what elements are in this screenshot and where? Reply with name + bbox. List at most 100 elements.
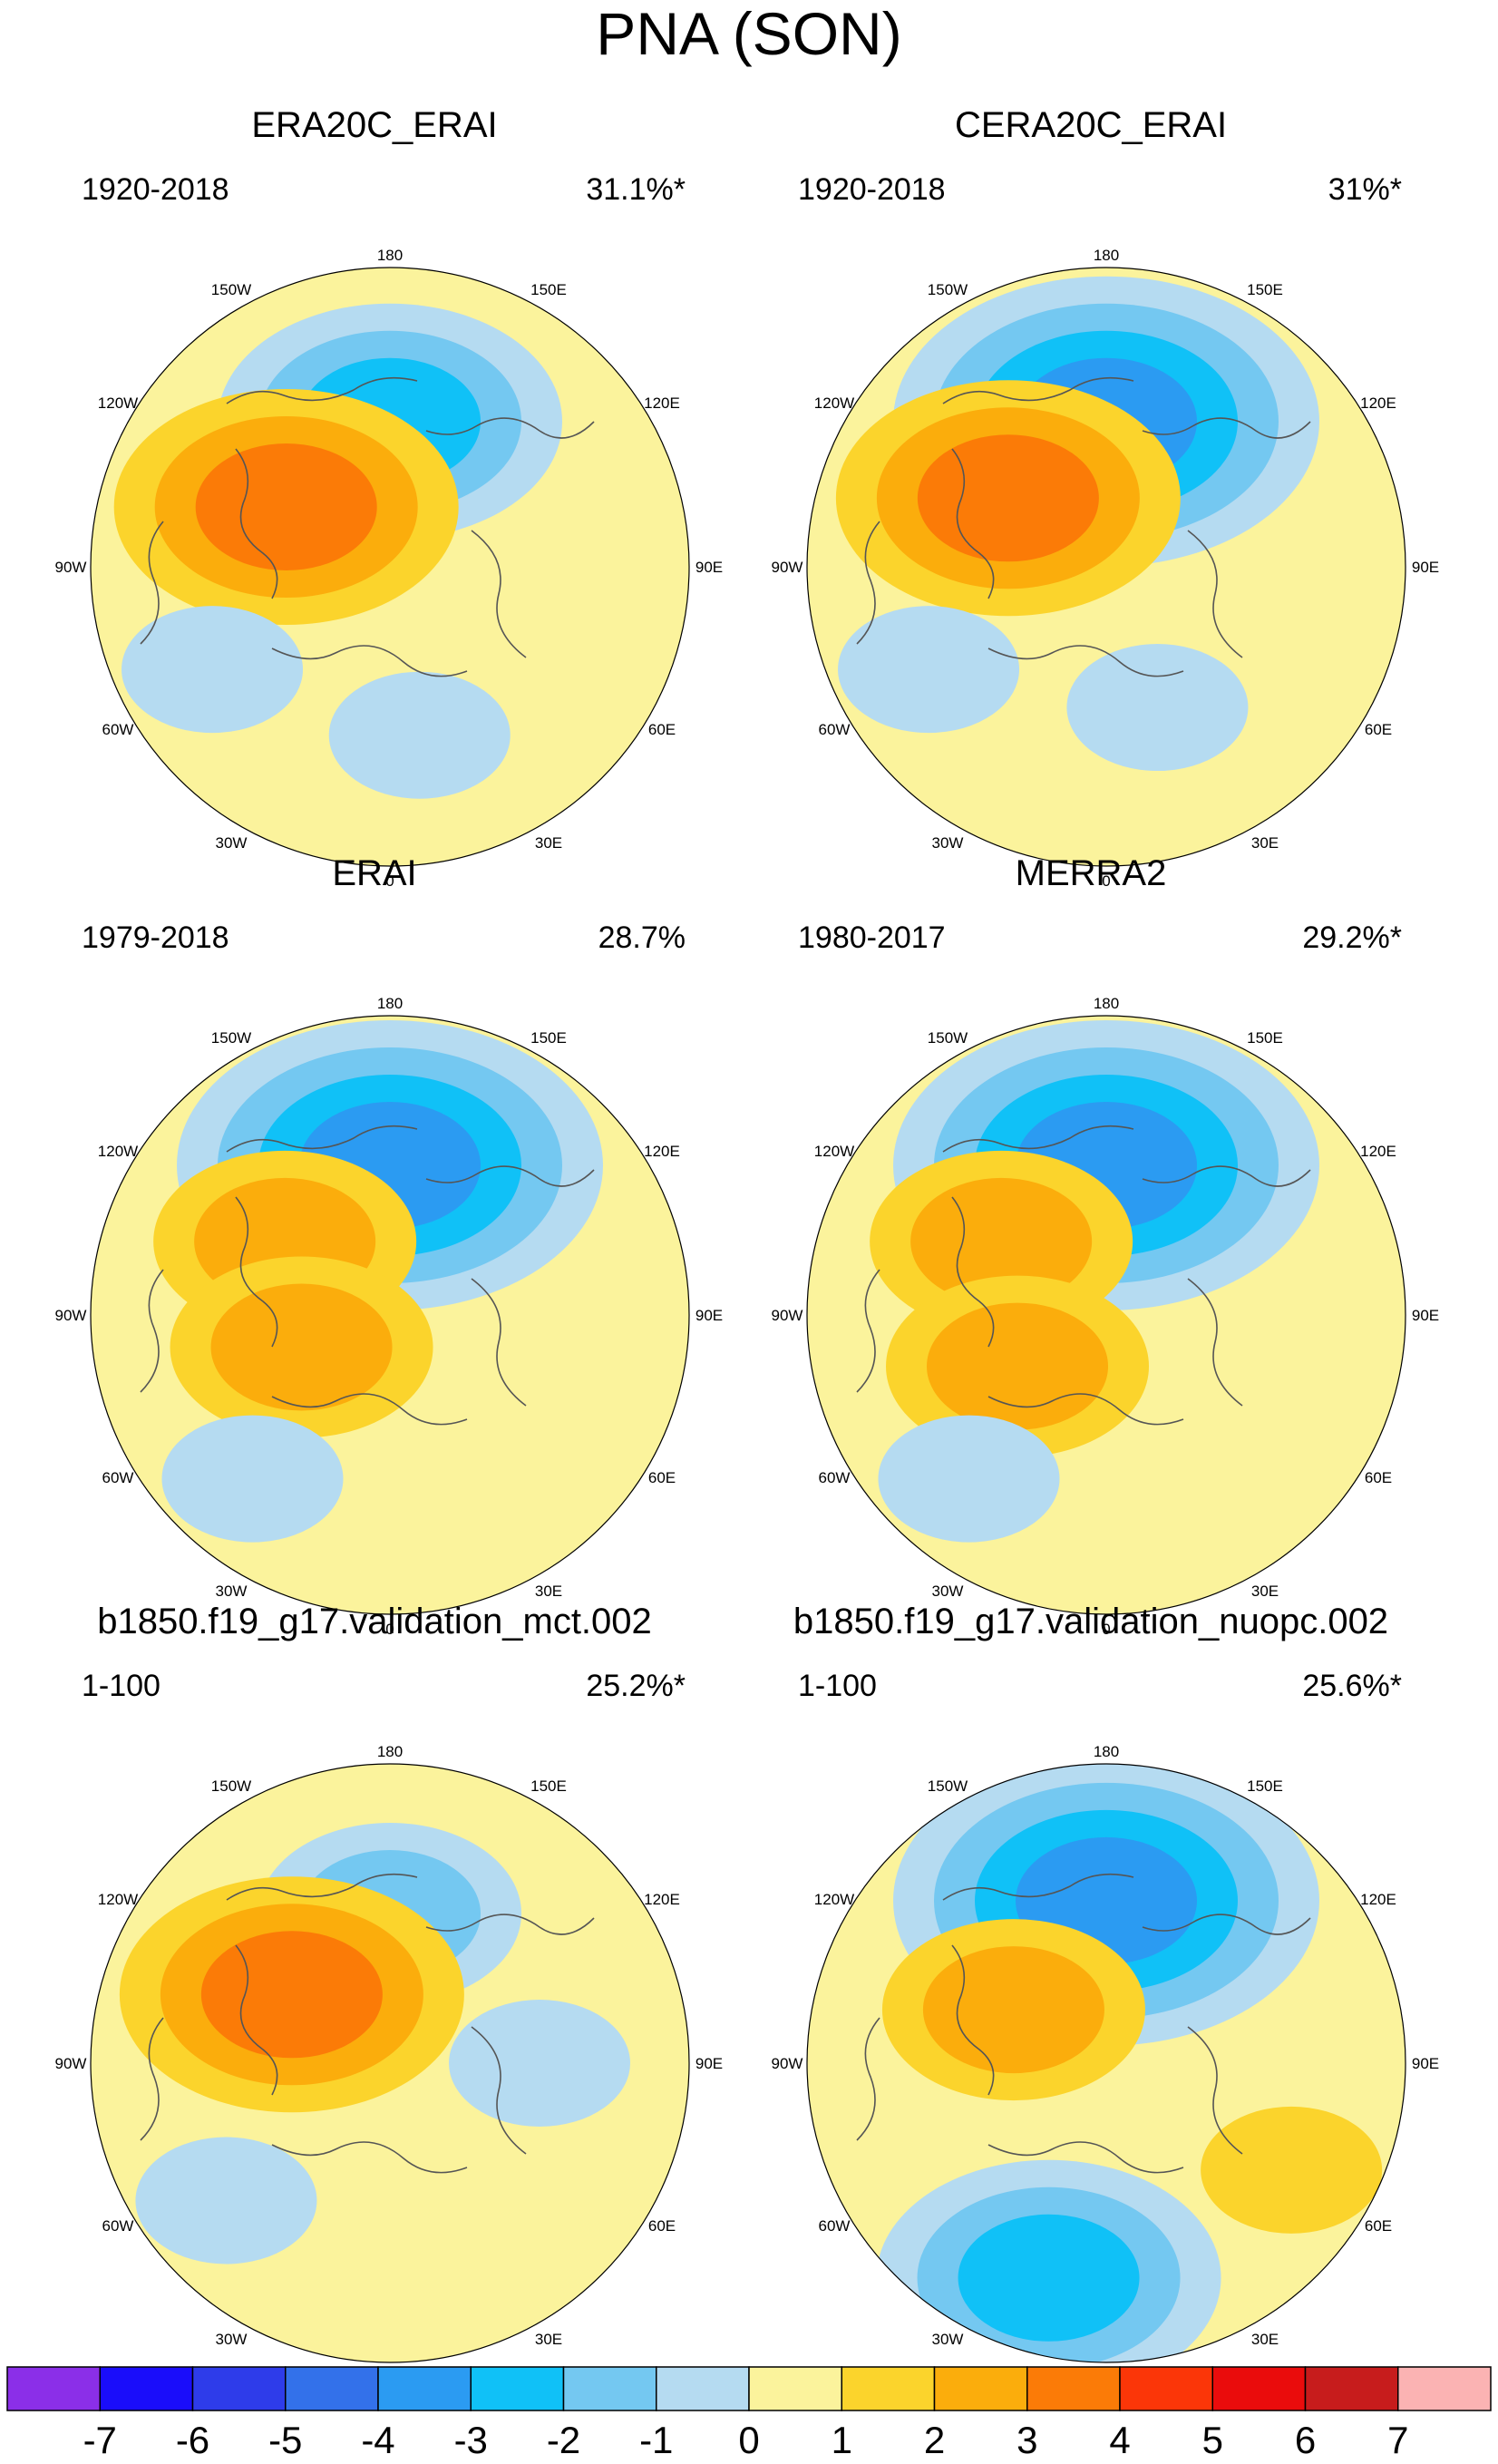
coastline [856, 1269, 880, 1393]
lon-label: 150W [211, 1777, 251, 1795]
panel-title: MERRA2 [1015, 853, 1167, 893]
coastline [942, 1125, 1134, 1153]
coastline [471, 2026, 527, 2155]
colorbar-tick-label: 4 [1109, 2419, 1130, 2461]
lon-label: 120W [98, 1891, 138, 1908]
lon-label: 180 [377, 247, 403, 264]
anomaly-contour [328, 671, 511, 799]
lon-label: 90E [696, 559, 723, 576]
coastline [1142, 417, 1311, 439]
coastline [140, 521, 164, 645]
colorbar-tick-label: -1 [639, 2419, 673, 2461]
anomaly-contour [922, 1946, 1104, 2074]
panel-variance: 31%* [1328, 172, 1402, 207]
panel-period: 1980-2017 [798, 920, 946, 955]
panel-title: b1850.f19_g17.validation_mct.002 [97, 1602, 652, 1641]
colorbar-swatch [748, 2366, 842, 2411]
lon-label: 180 [1094, 247, 1119, 264]
coastline [226, 1125, 418, 1153]
lon-label: 90W [55, 1307, 87, 1324]
coastline [271, 645, 468, 677]
panel-title: CERA20C_ERAI [954, 105, 1228, 145]
lon-label: 90W [772, 559, 803, 576]
lon-label: 60W [819, 721, 851, 738]
panel-variance: 25.2%* [586, 1669, 686, 1703]
colorbar-tick-label: 6 [1295, 2419, 1316, 2461]
lon-label: 30W [216, 1583, 248, 1600]
lon-label: 90E [1412, 1307, 1439, 1324]
coastline [271, 2141, 468, 2174]
lon-label: 90E [1412, 2055, 1439, 2072]
lon-label: 60W [102, 721, 134, 738]
coastline [856, 2017, 880, 2141]
colorbar-swatch [841, 2366, 936, 2411]
anomaly-layer [876, 1764, 1383, 2362]
colorbar-swatch [191, 2366, 287, 2411]
colorbar-tick-label: 5 [1202, 2419, 1223, 2461]
colorbar-swatch [1119, 2366, 1213, 2411]
lon-label: 120W [814, 1143, 854, 1160]
lon-label: 30E [1251, 834, 1279, 852]
colorbar-tick-label: 2 [924, 2419, 945, 2461]
coastline [425, 1165, 595, 1187]
lon-label: 120E [644, 1891, 680, 1908]
lon-label: 120E [1360, 394, 1396, 412]
map-border [806, 267, 1406, 867]
panel-period: 1920-2018 [82, 172, 229, 207]
panel-variance: 31.1%* [586, 172, 686, 207]
lon-label: 150E [530, 281, 567, 298]
lon-label: 150W [928, 1029, 968, 1047]
coastline [235, 1944, 278, 2096]
lon-label: 90E [696, 1307, 723, 1324]
lon-label: 30E [535, 834, 562, 852]
coastline [140, 2017, 164, 2141]
colorbar-tick-label: 7 [1387, 2419, 1408, 2461]
lon-label: 30W [932, 834, 964, 852]
coastline [471, 530, 527, 658]
map-border [90, 267, 690, 867]
lon-label: 180 [377, 1743, 403, 1760]
coastline [951, 1944, 995, 2096]
lon-label: 150E [1247, 1029, 1283, 1047]
coastlines [856, 376, 1311, 677]
coastlines [856, 1873, 1311, 2174]
lon-label: 120E [644, 1143, 680, 1160]
coastlines [140, 376, 595, 677]
lon-label: 150W [211, 281, 251, 298]
lon-label: 120E [1360, 1891, 1396, 1908]
map-border [806, 1763, 1406, 2363]
anomaly-contour [927, 1302, 1109, 1430]
anomaly-contour [161, 1415, 344, 1543]
lon-label: 60W [102, 2217, 134, 2235]
anomaly-layer [113, 303, 562, 799]
lon-label: 30E [1251, 2331, 1279, 2348]
lon-label: 0 [385, 872, 394, 890]
coastline [271, 1393, 468, 1426]
lon-label: 60E [1365, 1469, 1392, 1486]
lon-label: 120W [814, 394, 854, 412]
figure-title: PNA (SON) [596, 0, 902, 67]
anomaly-contour [200, 1931, 383, 2059]
anomaly-layer [119, 1823, 630, 2264]
lon-label: 60W [819, 2217, 851, 2235]
map-panel-cera20c-erai: CERA20C_ERAI 1920-2018 31%* 180 150E 120E 9… [716, 104, 1465, 890]
colorbar-tick-label: 1 [832, 2419, 852, 2461]
lon-label: 150E [1247, 1777, 1283, 1795]
lon-label: 120E [1360, 1143, 1396, 1160]
coastline [226, 376, 418, 404]
coastline [1187, 530, 1243, 658]
lon-label: 180 [1094, 995, 1119, 1012]
coastline [471, 1278, 527, 1407]
lon-label: 120W [98, 1143, 138, 1160]
coastline [951, 1196, 995, 1348]
colorbar-swatch [562, 2366, 657, 2411]
lon-label: 60E [648, 721, 676, 738]
anomaly-contour [878, 1415, 1060, 1543]
coastline [235, 448, 278, 599]
lon-label: 180 [377, 995, 403, 1012]
anomaly-contour [1066, 644, 1249, 772]
lon-label: 30W [216, 834, 248, 852]
panel-title: ERAI [332, 853, 417, 893]
lon-label: 180 [1094, 1743, 1119, 1760]
